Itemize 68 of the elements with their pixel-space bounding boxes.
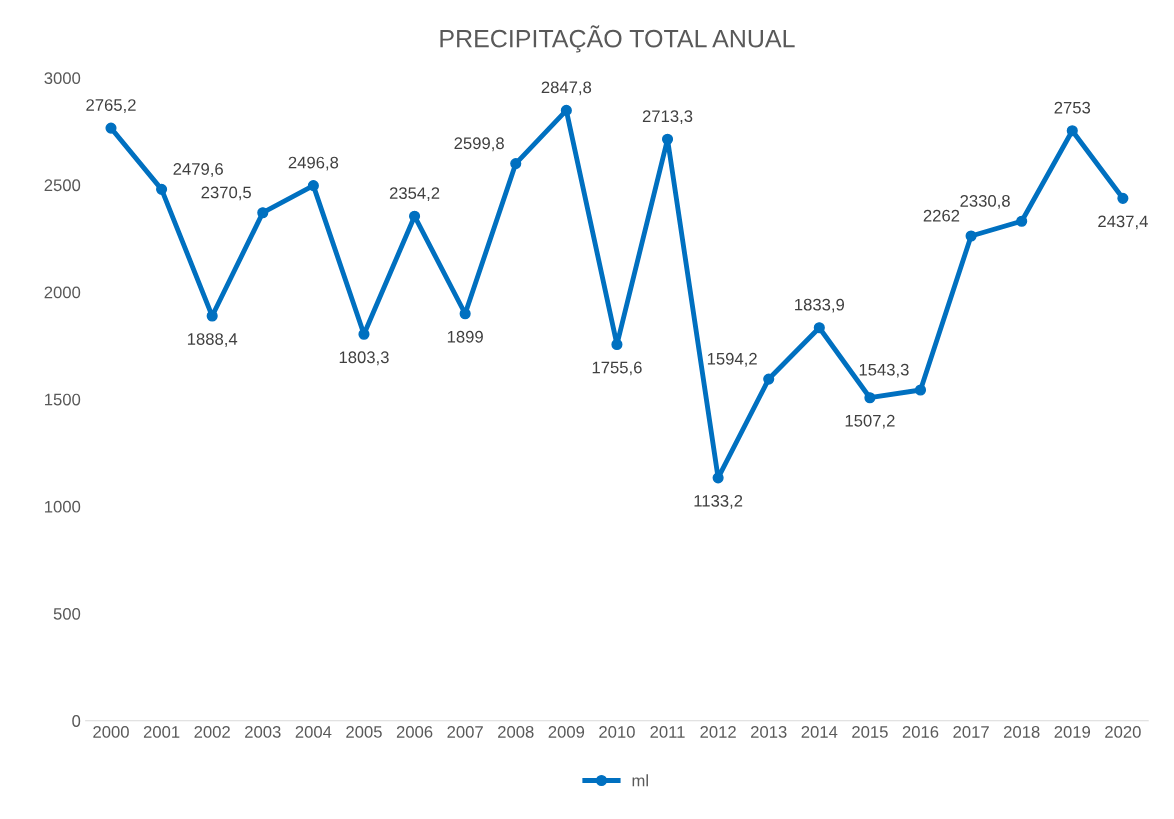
- data-label: 2437,4: [1098, 215, 1148, 230]
- legend-label: ml: [632, 774, 648, 787]
- data-label: 1888,4: [187, 333, 238, 347]
- point: [661, 133, 674, 145]
- point: [307, 180, 319, 192]
- data-label: 2753: [1054, 101, 1091, 114]
- point: [105, 122, 117, 134]
- data-label: 1507,2: [845, 414, 895, 429]
- point: [965, 230, 977, 242]
- data-label: 1755,6: [592, 361, 642, 376]
- point: [864, 392, 876, 404]
- x-tick-label: 2019: [1054, 726, 1091, 738]
- point: [1066, 125, 1078, 137]
- point: [510, 158, 522, 170]
- x-tick-label: 2000: [93, 726, 129, 738]
- point: [1117, 192, 1129, 204]
- y-tick-label: 1000: [45, 500, 81, 513]
- y-tick-label: 3000: [44, 72, 81, 85]
- x-tick-label: 2008: [498, 726, 534, 738]
- x-tick-label: 2010: [599, 726, 635, 738]
- x-tick-label: 2007: [447, 726, 483, 738]
- x-tick-label: 2006: [396, 726, 433, 738]
- x-tick-label: 2014: [801, 726, 838, 738]
- data-label: 1833,9: [795, 298, 845, 313]
- data-label: 2713,3: [642, 110, 693, 125]
- data-label: 1594,2: [707, 352, 757, 367]
- x-tick-label: 2011: [650, 726, 685, 738]
- x-tick-label: 2003: [245, 726, 281, 738]
- chart-title: PRECIPITAÇÃO TOTAL ANUAL: [440, 25, 795, 53]
- y-tick-label: 2000: [44, 286, 81, 299]
- x-tick-label: 2013: [751, 726, 787, 738]
- point: [459, 308, 471, 320]
- data-label: 2599,8: [454, 137, 504, 152]
- y-tick-label: 0: [72, 715, 81, 727]
- data-label: 1899: [447, 330, 483, 343]
- point: [712, 472, 724, 484]
- data-label: 2847,8: [541, 81, 592, 96]
- point: [257, 207, 269, 219]
- data-label: 1543,3: [859, 363, 909, 378]
- data-label: 2262: [923, 209, 960, 222]
- x-tick-label: 2005: [346, 726, 382, 738]
- y-tick-label: 500: [53, 607, 81, 620]
- x-tick-label: 2018: [1003, 726, 1040, 738]
- point: [156, 183, 168, 195]
- x-tick-label: 2017: [953, 726, 989, 738]
- data-label: 1133,2: [694, 494, 743, 509]
- x-tick-label: 2016: [902, 726, 939, 738]
- data-label: 2479,6: [173, 163, 223, 177]
- data-label: 2370,5: [201, 186, 251, 201]
- point: [763, 373, 775, 385]
- x-tick-label: 2020: [1105, 726, 1141, 738]
- x-tick-label: 2002: [194, 726, 230, 738]
- point: [813, 322, 825, 334]
- x-tick-label: 2015: [852, 726, 888, 738]
- y-tick-label: 2500: [44, 179, 81, 192]
- data-label: 2765,2: [86, 99, 136, 113]
- x-tick-label: 2001: [143, 726, 180, 738]
- point: [914, 384, 927, 396]
- x-tick-label: 2009: [548, 726, 585, 738]
- point: [560, 104, 572, 116]
- data-label: 2330,8: [960, 195, 1010, 209]
- data-label: 2354,2: [389, 187, 440, 201]
- y-tick-label: 1500: [45, 393, 81, 406]
- data-label: 2496,8: [288, 156, 339, 171]
- x-tick-label: 2004: [295, 726, 332, 738]
- x-tick-label: 2012: [700, 726, 736, 738]
- point: [1016, 215, 1028, 227]
- data-label: 1803,3: [339, 351, 389, 366]
